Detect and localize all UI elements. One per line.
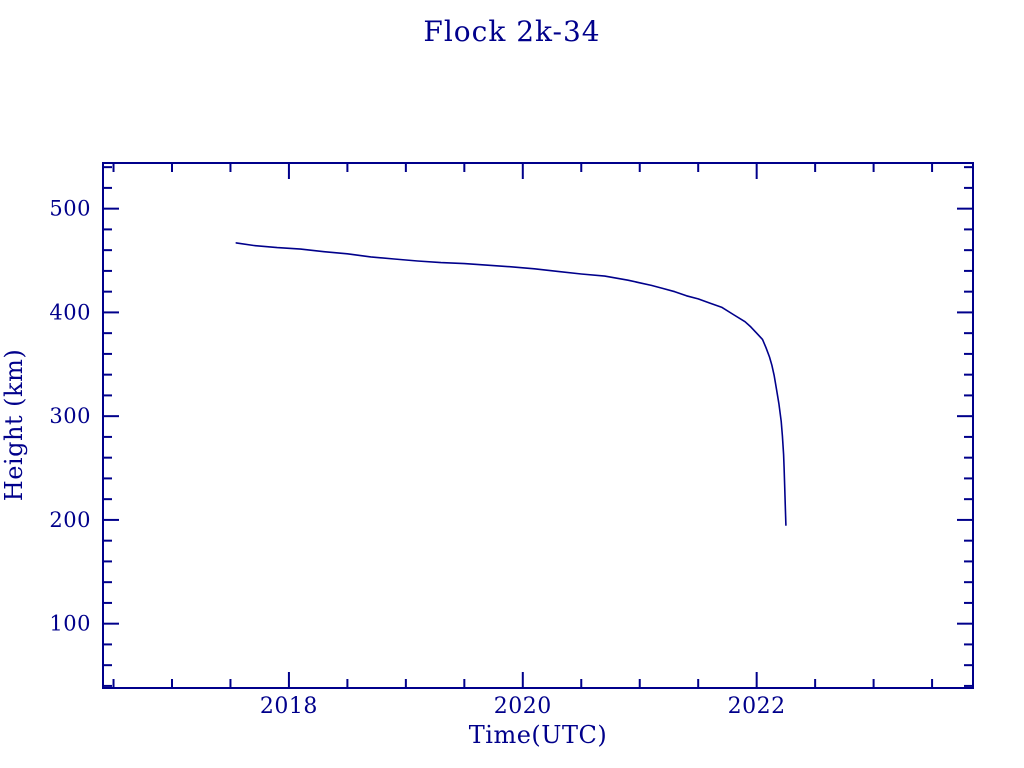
x-axis-label: Time(UTC) xyxy=(469,721,607,749)
tick-label: 2018 xyxy=(260,694,318,719)
chart-title: Flock 2k-34 xyxy=(423,15,600,48)
tick-label: 500 xyxy=(49,197,91,221)
tick-label: 100 xyxy=(49,612,91,636)
axis-ticks xyxy=(103,163,973,688)
tick-label: 400 xyxy=(49,300,91,324)
tick-label: 2020 xyxy=(494,694,552,719)
y-axis-label: Height (km) xyxy=(0,349,28,501)
height-decay-curve xyxy=(235,242,787,526)
tick-label: 300 xyxy=(49,404,91,428)
tick-label: 200 xyxy=(49,508,91,532)
tick-label: 2022 xyxy=(728,694,786,719)
plot-box xyxy=(102,162,974,689)
axis-tick-labels: 2018 2020 2022 100 200 300 400 500 xyxy=(49,197,785,719)
